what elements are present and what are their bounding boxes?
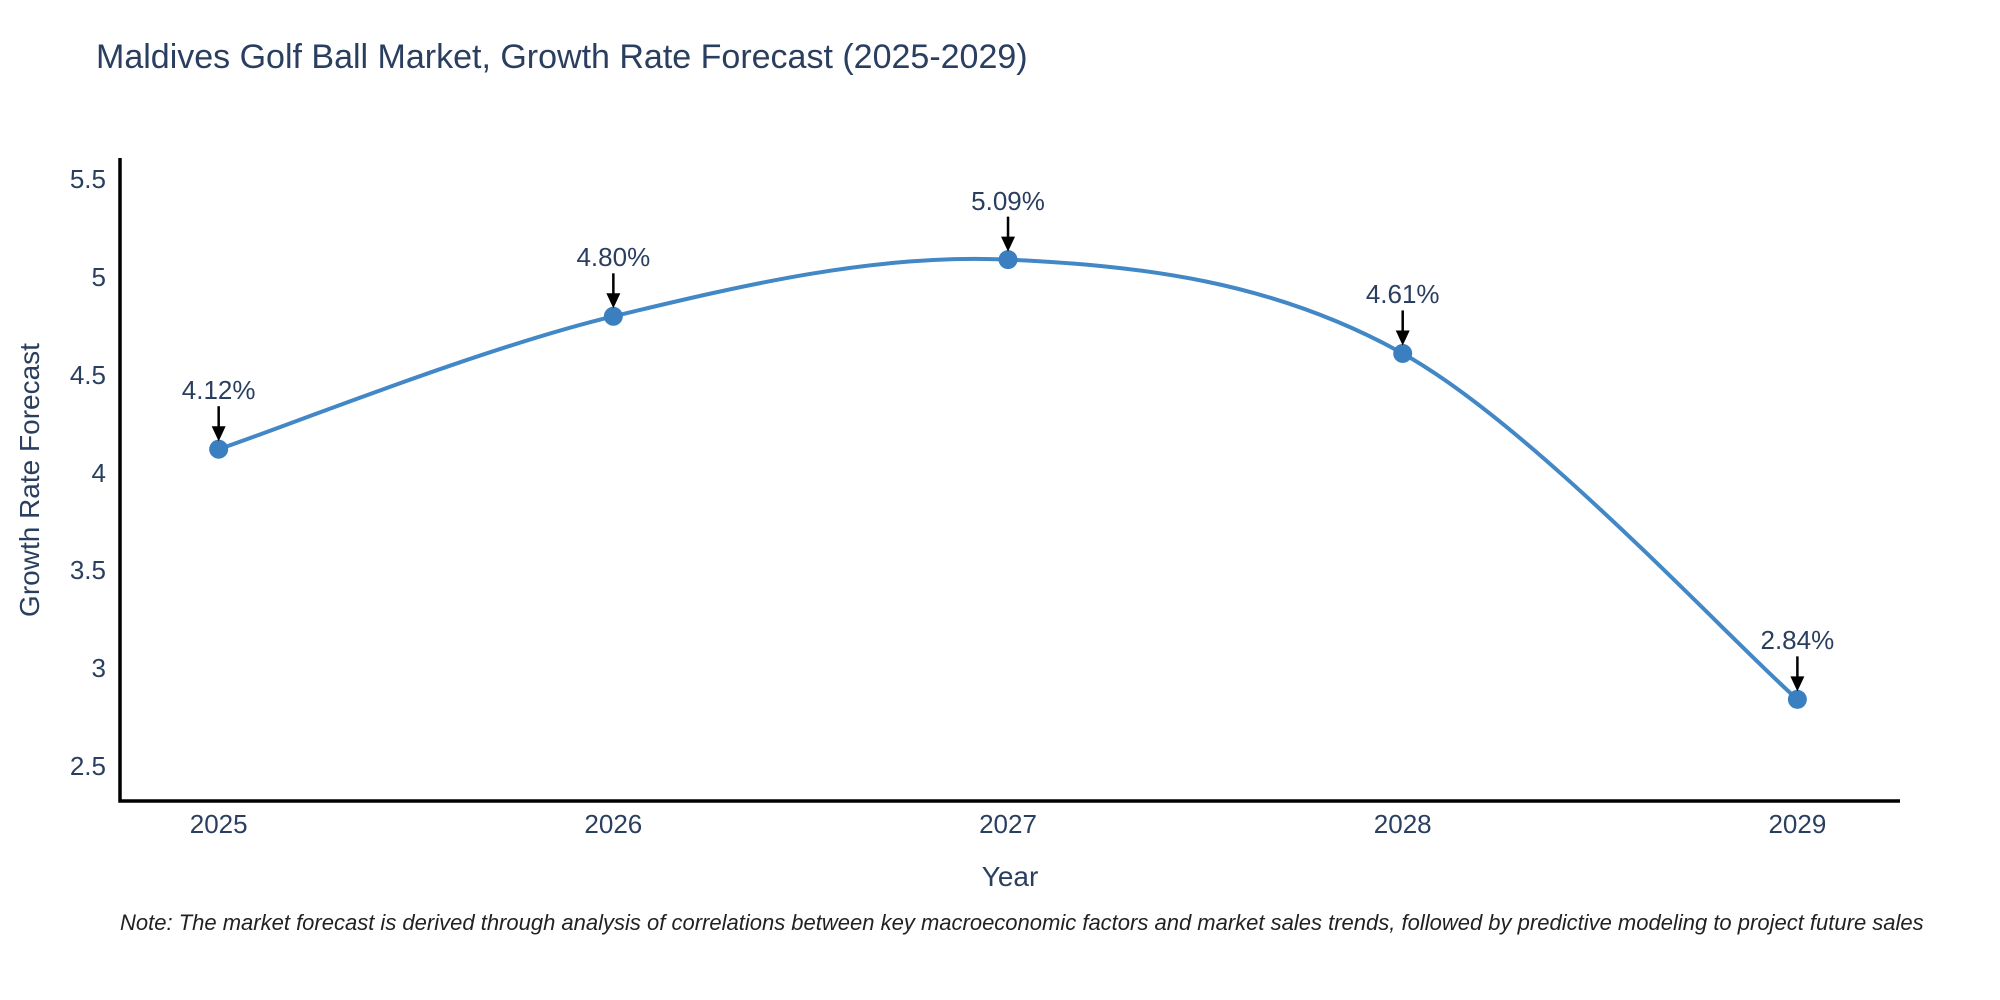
data-point-marker <box>998 250 1018 270</box>
data-point-marker <box>209 439 229 459</box>
data-point-marker <box>1787 689 1807 709</box>
x-tick-label: 2029 <box>1768 809 1827 839</box>
y-tick-label: 3.5 <box>69 555 106 586</box>
footnote: Note: The market forecast is derived thr… <box>120 910 1924 935</box>
point-annotation: 4.12% <box>181 375 256 406</box>
y-tick-label: 2.5 <box>69 750 106 781</box>
x-axis-title: Year <box>981 861 1039 892</box>
annotation-arrow-head <box>606 293 621 309</box>
chart-title: Maldives Golf Ball Market, Growth Rate F… <box>96 38 1028 76</box>
x-tick-label: 2028 <box>1373 809 1432 839</box>
point-annotation: 2.84% <box>1760 625 1835 656</box>
forecast-spline <box>218 256 1799 701</box>
y-tick-label: 5 <box>91 262 106 293</box>
annotation-arrow-head <box>1790 676 1805 692</box>
y-tick-label: 4 <box>91 457 106 488</box>
axis-lines <box>118 158 1900 803</box>
y-tick-label: 5.5 <box>69 164 106 195</box>
y-tick-label: 4.5 <box>69 359 106 390</box>
data-point-marker <box>1393 343 1413 363</box>
point-annotation: 4.80% <box>576 242 651 273</box>
annotation-arrow-head <box>1395 330 1410 346</box>
point-annotation: 4.61% <box>1365 279 1440 310</box>
annotation-arrow-head <box>1001 236 1016 252</box>
x-tick-label: 2025 <box>189 809 248 839</box>
x-tick-label: 2026 <box>584 809 643 839</box>
data-point-marker <box>603 306 623 326</box>
point-annotation: 5.09% <box>971 185 1045 216</box>
y-tick-label: 3 <box>91 653 106 684</box>
annotation-arrow-head <box>211 426 226 442</box>
x-tick-label: 2027 <box>979 809 1037 839</box>
